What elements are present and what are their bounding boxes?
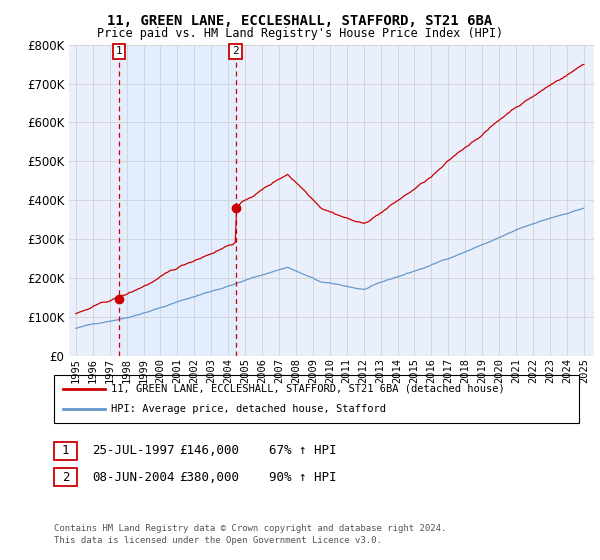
- Text: HPI: Average price, detached house, Stafford: HPI: Average price, detached house, Staf…: [111, 404, 386, 414]
- Text: 67% ↑ HPI: 67% ↑ HPI: [269, 444, 337, 458]
- Text: 90% ↑ HPI: 90% ↑ HPI: [269, 470, 337, 484]
- Text: 2: 2: [232, 46, 239, 57]
- Text: 11, GREEN LANE, ECCLESHALL, STAFFORD, ST21 6BA (detached house): 11, GREEN LANE, ECCLESHALL, STAFFORD, ST…: [111, 384, 505, 394]
- Text: Price paid vs. HM Land Registry's House Price Index (HPI): Price paid vs. HM Land Registry's House …: [97, 27, 503, 40]
- Text: £146,000: £146,000: [179, 444, 239, 458]
- Text: This data is licensed under the Open Government Licence v3.0.: This data is licensed under the Open Gov…: [54, 536, 382, 545]
- Text: £380,000: £380,000: [179, 470, 239, 484]
- Text: 08-JUN-2004: 08-JUN-2004: [92, 470, 175, 484]
- Text: 25-JUL-1997: 25-JUL-1997: [92, 444, 175, 458]
- Bar: [119, 45, 236, 356]
- Text: 1: 1: [116, 46, 122, 57]
- Text: 2: 2: [62, 470, 69, 484]
- Text: Contains HM Land Registry data © Crown copyright and database right 2024.: Contains HM Land Registry data © Crown c…: [54, 524, 446, 533]
- Text: 11, GREEN LANE, ECCLESHALL, STAFFORD, ST21 6BA: 11, GREEN LANE, ECCLESHALL, STAFFORD, ST…: [107, 14, 493, 28]
- Text: 1: 1: [62, 444, 69, 458]
